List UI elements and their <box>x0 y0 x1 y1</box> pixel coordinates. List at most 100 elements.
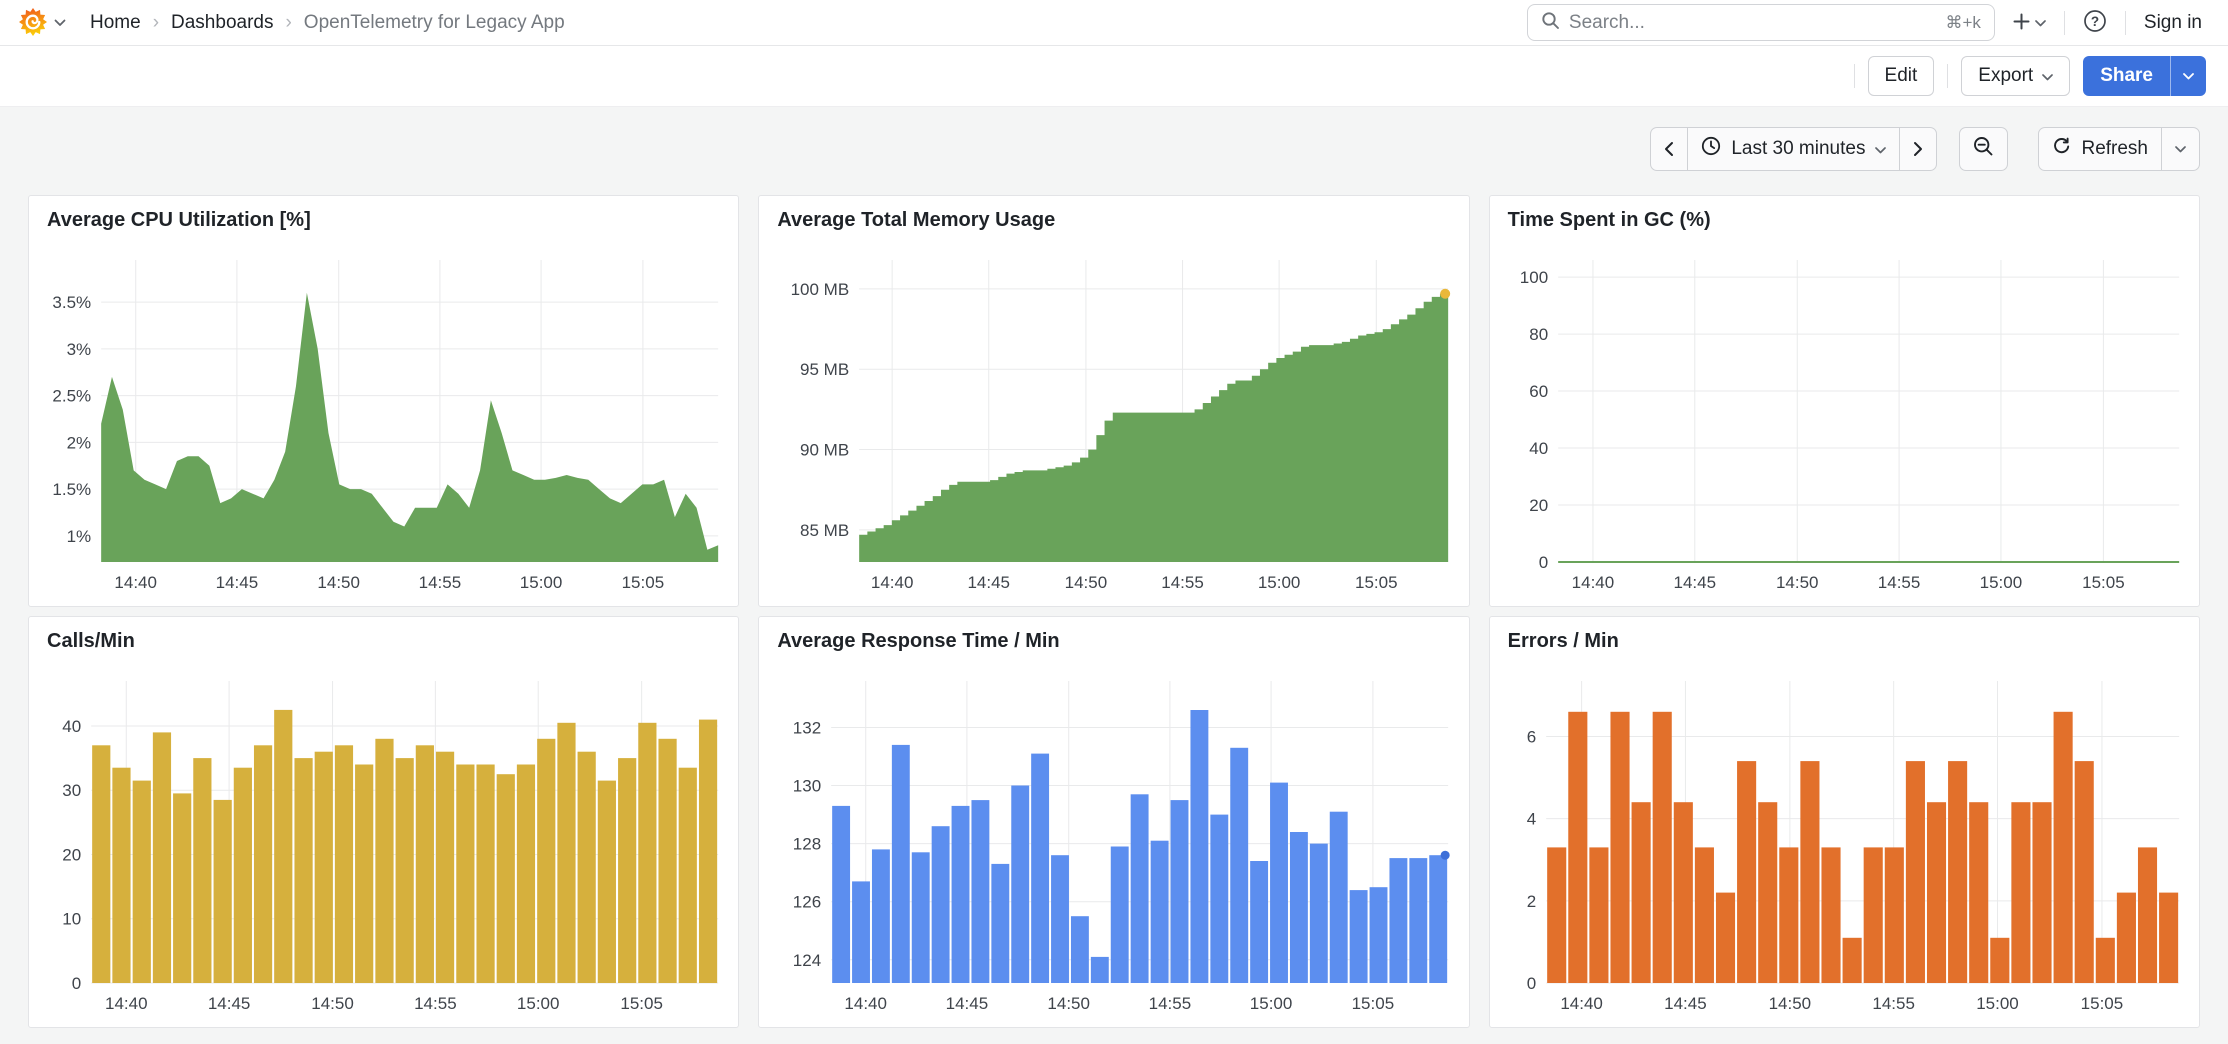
panel-grid: Average CPU Utilization [%] 14:40 14:45 14… <box>28 195 2200 1028</box>
panel-title[interactable]: Calls/Min <box>47 630 135 652</box>
panel-errors-per-min: Errors / Min 14:40 14:45 14:50 14:55 15:00 15… <box>1488 616 2200 1028</box>
plus-icon <box>2013 13 2030 33</box>
panel-gc-time: Time Spent in GC (%) 14:40 14:45 14:50 14:5… <box>1488 195 2200 607</box>
panel-title[interactable]: Time Spent in GC (%) <box>1507 209 1711 231</box>
svg-text:3%: 3% <box>67 340 92 359</box>
svg-text:15:05: 15:05 <box>2080 994 2123 1013</box>
svg-text:14:45: 14:45 <box>946 994 989 1013</box>
breadcrumb: Home › Dashboards › OpenTelemetry for Le… <box>90 12 565 34</box>
time-range-label: Last 30 minutes <box>1731 138 1866 159</box>
svg-text:15:00: 15:00 <box>1258 573 1301 592</box>
refresh-label: Refresh <box>2081 138 2148 159</box>
svg-text:20: 20 <box>1529 496 1548 515</box>
refresh-interval-dropdown[interactable] <box>2161 128 2199 170</box>
top-nav-bar: Home › Dashboards › OpenTelemetry for Le… <box>0 0 2228 46</box>
add-new-button[interactable] <box>2005 7 2054 39</box>
svg-text:128: 128 <box>793 835 821 854</box>
clock-icon <box>1701 136 1721 162</box>
svg-text:0: 0 <box>1526 974 1535 993</box>
dashboard-actions-bar: Edit Export Share <box>0 46 2228 107</box>
search-icon <box>1541 11 1560 35</box>
export-button-label: Export <box>1978 65 2034 86</box>
panel-title[interactable]: Errors / Min <box>1507 630 1619 652</box>
svg-text:2: 2 <box>1526 892 1535 911</box>
panel-response-time: Average Response Time / Min 14:40 14:45 14… <box>758 616 1470 1028</box>
svg-text:14:55: 14:55 <box>1162 573 1205 592</box>
svg-text:20: 20 <box>62 845 81 864</box>
svg-text:3.5%: 3.5% <box>52 293 91 312</box>
topnav-divider <box>2124 10 2126 35</box>
breadcrumb-home[interactable]: Home <box>90 11 141 33</box>
zoom-out-time-button[interactable] <box>1960 128 2007 170</box>
svg-text:15:05: 15:05 <box>2082 573 2125 592</box>
svg-text:95 MB: 95 MB <box>800 360 849 379</box>
svg-text:14:50: 14:50 <box>1065 573 1108 592</box>
errors-per-min-chart-canvas[interactable]: 14:40 14:45 14:50 14:55 15:00 15:05 0 2 4 6 <box>1498 667 2187 1019</box>
time-range-group: Last 30 minutes <box>1650 127 1938 171</box>
time-shift-back-button[interactable] <box>1651 128 1687 170</box>
svg-text:14:55: 14:55 <box>1872 994 1915 1013</box>
calls-per-min-chart-canvas[interactable]: 14:40 14:45 14:50 14:55 15:00 15:05 0 10 20 30 40 <box>37 667 726 1019</box>
sign-in-link[interactable]: Sign in <box>2143 11 2202 33</box>
breadcrumb-current-page: OpenTelemetry for Legacy App <box>303 11 565 33</box>
svg-text:14:55: 14:55 <box>1149 994 1192 1013</box>
chevron-down-icon <box>2042 65 2054 87</box>
svg-text:4: 4 <box>1526 810 1535 829</box>
cpu-utilization-chart-canvas[interactable]: 14:40 14:45 14:50 14:55 15:00 15:05 1% 1.5% 2% 2.… <box>37 246 726 598</box>
svg-text:124: 124 <box>793 951 821 970</box>
svg-text:30: 30 <box>62 781 81 800</box>
export-button[interactable]: Export <box>1961 56 2071 96</box>
svg-text:40: 40 <box>1529 439 1548 458</box>
svg-text:40: 40 <box>62 717 81 736</box>
svg-text:14:55: 14:55 <box>414 994 457 1013</box>
svg-text:100 MB: 100 MB <box>791 280 850 299</box>
svg-text:60: 60 <box>1529 382 1548 401</box>
svg-text:132: 132 <box>793 718 821 737</box>
svg-text:15:05: 15:05 <box>1355 573 1398 592</box>
panel-calls-per-min: Calls/Min 14:40 14:45 14:50 14:55 15:00 15:05… <box>28 616 740 1028</box>
help-button[interactable]: ? <box>2075 3 2115 42</box>
share-split-button: Share <box>2083 56 2206 96</box>
grafana-logo-menu-button[interactable] <box>18 6 66 40</box>
svg-text:15:05: 15:05 <box>1352 994 1395 1013</box>
search-box[interactable]: ⌘+k <box>1526 4 1995 41</box>
breadcrumb-dashboards[interactable]: Dashboards <box>171 11 274 33</box>
svg-text:14:50: 14:50 <box>1048 994 1091 1013</box>
panel-title[interactable]: Average Total Memory Usage <box>777 209 1056 231</box>
svg-text:6: 6 <box>1526 727 1535 746</box>
topnav-divider <box>2063 10 2065 35</box>
svg-text:14:40: 14:40 <box>845 994 888 1013</box>
time-controls: Last 30 minutes Refresh <box>28 127 2200 171</box>
svg-text:15:05: 15:05 <box>620 994 663 1013</box>
time-shift-forward-button[interactable] <box>1899 128 1936 170</box>
panel-title[interactable]: Average Response Time / Min <box>777 630 1060 652</box>
svg-text:15:05: 15:05 <box>622 573 665 592</box>
share-button[interactable]: Share <box>2083 56 2170 96</box>
svg-text:10: 10 <box>62 910 81 929</box>
chevron-down-icon <box>54 15 66 30</box>
gc-time-chart-canvas[interactable]: 14:40 14:45 14:50 14:55 15:00 15:05 0 20 40 60 80 1… <box>1498 246 2187 598</box>
time-range-picker-button[interactable]: Last 30 minutes <box>1687 128 1899 170</box>
svg-text:14:50: 14:50 <box>1776 573 1819 592</box>
svg-text:130: 130 <box>793 777 821 796</box>
svg-text:14:40: 14:40 <box>871 573 914 592</box>
svg-text:15:00: 15:00 <box>1976 994 2019 1013</box>
svg-text:14:45: 14:45 <box>1673 573 1716 592</box>
refresh-button[interactable]: Refresh <box>2039 128 2161 170</box>
svg-text:0: 0 <box>72 974 81 993</box>
chevron-down-icon <box>2035 15 2046 30</box>
edit-button[interactable]: Edit <box>1867 56 1935 96</box>
svg-text:15:00: 15:00 <box>517 994 560 1013</box>
svg-text:15:00: 15:00 <box>1250 994 1293 1013</box>
svg-text:?: ? <box>2091 14 2099 29</box>
actions-divider <box>1853 64 1855 88</box>
panel-title[interactable]: Average CPU Utilization [%] <box>47 209 311 231</box>
memory-usage-chart-canvas[interactable]: 14:40 14:45 14:50 14:55 15:00 15:05 85 MB 90 MB… <box>767 246 1456 598</box>
svg-text:80: 80 <box>1529 325 1548 344</box>
search-input[interactable] <box>1568 11 1937 34</box>
grafana-logo-icon <box>18 6 48 40</box>
share-dropdown-button[interactable] <box>2170 56 2206 96</box>
response-time-chart-canvas[interactable]: 14:40 14:45 14:50 14:55 15:00 15:05 124 126 128 1… <box>767 667 1456 1019</box>
svg-text:0: 0 <box>1538 553 1547 572</box>
svg-text:14:40: 14:40 <box>1560 994 1603 1013</box>
